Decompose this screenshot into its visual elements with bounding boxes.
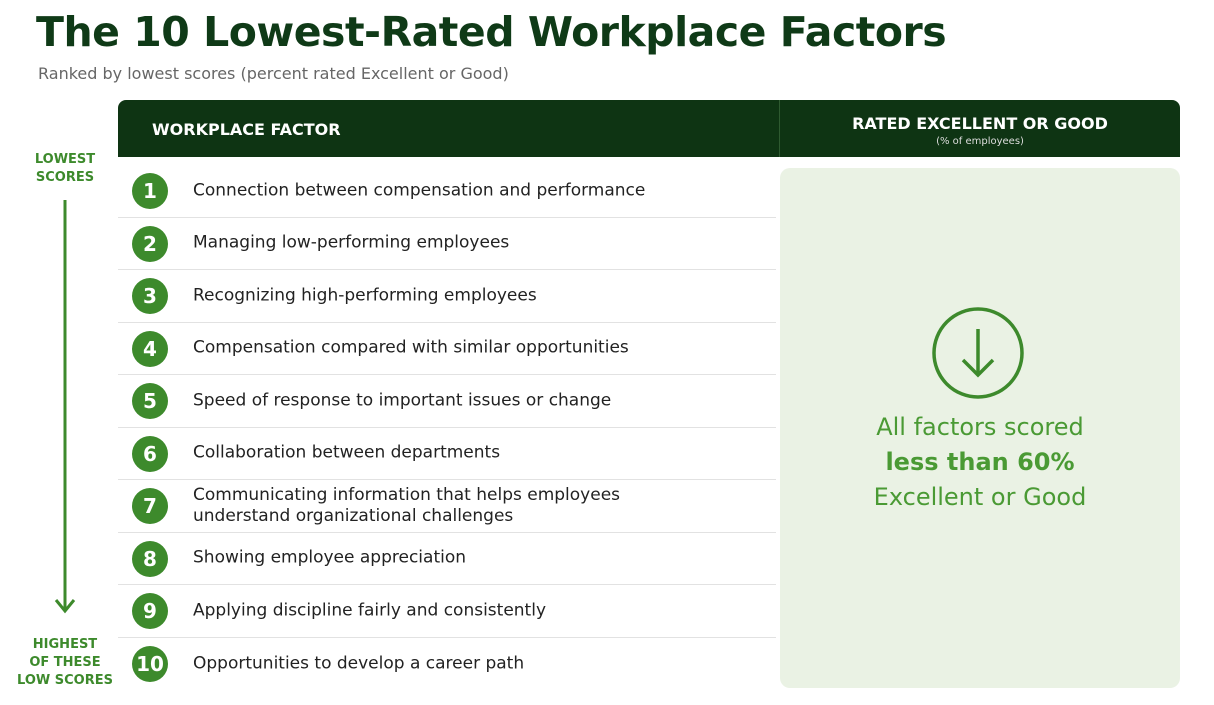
factor-row: 7 Communicating information that helps em… — [118, 480, 776, 533]
header-rating: RATED EXCELLENT OR GOOD — [852, 114, 1108, 133]
factor-row: 9 Applying discipline fairly and consiste… — [118, 585, 776, 638]
factor-row: 8 Showing employee appreciation — [118, 533, 776, 585]
rank-badge: 6 — [132, 435, 168, 472]
factor-text: Recognizing high-performing employees — [193, 285, 537, 306]
rank-badge: 2 — [132, 225, 168, 262]
factor-row: 6 Collaboration between departments — [118, 428, 776, 480]
subtitle: Ranked by lowest scores (percent rated E… — [38, 64, 509, 83]
side-label-line: LOW SCORES — [17, 673, 113, 688]
table-header — [118, 100, 1180, 157]
side-label-bottom: HIGHEST OF THESE LOW SCORES — [15, 636, 115, 690]
rank-badge: 4 — [132, 330, 168, 367]
factor-text: Opportunities to develop a career path — [193, 653, 525, 674]
side-label-top: LOWEST SCORES — [15, 151, 115, 187]
factor-text: Collaboration between departments — [193, 442, 501, 463]
factor-row: 10 Opportunities to develop a career path — [118, 638, 776, 691]
side-label-line: SCORES — [35, 170, 95, 185]
header-factor: WORKPLACE FACTOR — [152, 120, 341, 139]
down-icon — [932, 307, 1024, 399]
side-label-line: HIGHEST — [32, 637, 98, 652]
callout: All factors scored less than 60% Excellent… — [780, 410, 1180, 515]
rank-badge: 1 — [132, 173, 168, 209]
callout-line: All factors scored — [876, 413, 1084, 441]
rating-panel — [780, 168, 1180, 688]
factor-row: 5 Speed of response to important issues o… — [118, 375, 776, 428]
factor-text: Compensation compared with similar oppor… — [193, 337, 629, 358]
factor-row: 3 Recognizing high-performing employees — [118, 270, 776, 323]
rank-badge: 5 — [132, 383, 168, 419]
rank-badge: 9 — [132, 593, 168, 629]
rank-badge: 7 — [132, 488, 168, 524]
factor-text: Applying discipline fairly and consisten… — [193, 600, 546, 621]
factor-text: Communicating information that helps emp… — [193, 484, 621, 526]
factor-text: Managing low-performing employees — [193, 232, 510, 253]
factor-text: Speed of response to important issues or… — [193, 390, 612, 411]
side-label-line: OF THESE — [29, 655, 101, 670]
factor-row: 2 Managing low-performing employees — [118, 218, 776, 270]
factor-list: 1 Connection between compensation and per… — [118, 165, 776, 690]
rank-badge: 8 — [132, 540, 168, 577]
callout-line: less than 60% — [885, 448, 1075, 476]
factor-row: 4 Compensation compared with similar oppo… — [118, 323, 776, 375]
factor-text: Connection between compensation and perf… — [193, 180, 646, 201]
header-divider — [779, 100, 780, 157]
header-note: (% of employees) — [936, 136, 1024, 147]
callout-line: Excellent or Good — [873, 483, 1087, 511]
side-label-line: LOWEST — [34, 152, 96, 167]
rank-arrow — [54, 200, 76, 614]
rank-badge: 3 — [132, 278, 168, 314]
rank-badge: 10 — [132, 645, 168, 682]
factor-text: Showing employee appreciation — [193, 547, 467, 568]
factor-row: 1 Connection between compensation and per… — [118, 165, 776, 218]
title: The 10 Lowest-Rated Workplace Factors — [36, 8, 947, 56]
